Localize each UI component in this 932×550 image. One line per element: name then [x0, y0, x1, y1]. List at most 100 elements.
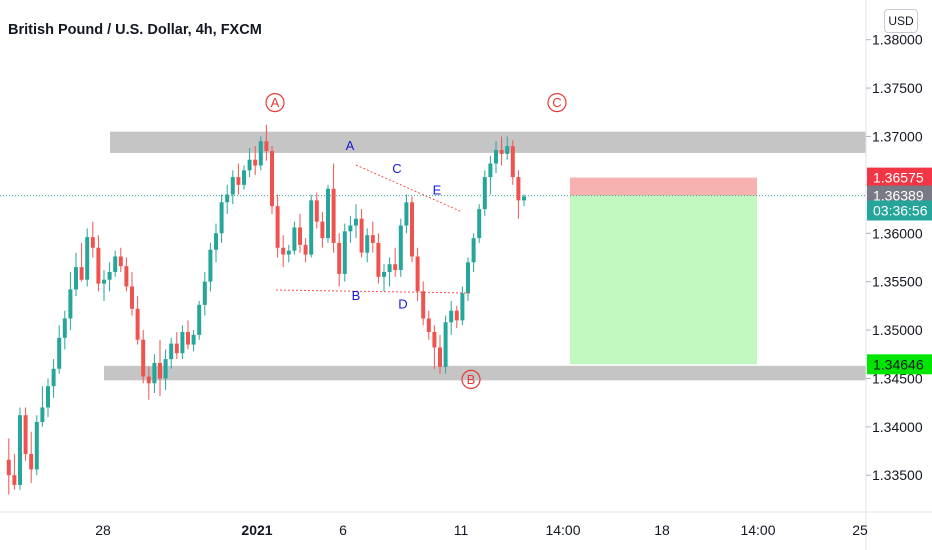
circled-label-ring-b — [461, 369, 481, 390]
candle-body — [309, 200, 314, 255]
candle-body — [482, 177, 487, 210]
candle-body — [471, 238, 476, 263]
candle-body — [477, 209, 482, 239]
price-tick-label: 1.34500 — [872, 370, 923, 386]
candle-body — [488, 163, 493, 178]
chart-title: British Pound / U.S. Dollar, 4h, FXCM — [8, 22, 262, 38]
time-tick-label: 25 — [852, 522, 868, 538]
candle-body — [6, 459, 11, 476]
candle-body — [365, 235, 370, 253]
candle-body — [421, 291, 426, 319]
candle-body — [454, 310, 459, 321]
zones-layer — [104, 131, 866, 381]
candle-body — [337, 242, 342, 274]
candle-body — [438, 347, 442, 367]
candle-body — [202, 281, 207, 305]
candle-body — [152, 362, 157, 384]
wave-label-d: D — [398, 297, 407, 312]
candle-body — [303, 244, 308, 255]
candle-body — [264, 141, 269, 151]
candle-body — [46, 386, 50, 408]
candle-body — [62, 318, 67, 338]
price-tick-label: 1.35500 — [872, 274, 923, 290]
candle-body — [359, 218, 364, 253]
price-tick-label: 1.38000 — [872, 32, 923, 48]
candle-body — [51, 368, 56, 387]
candle-body — [376, 242, 381, 277]
candle-body — [314, 200, 319, 222]
candle-body — [85, 237, 90, 280]
candle-body — [219, 202, 224, 234]
candle-body — [34, 421, 39, 470]
candle-body — [466, 262, 470, 294]
candles-layer — [6, 124, 526, 495]
candle-body — [393, 264, 398, 271]
position-layer — [0, 177, 866, 365]
candle-body — [113, 256, 118, 272]
candle-body — [90, 237, 95, 248]
candle-body — [298, 227, 302, 245]
price-tag-0-text: 1.36575 — [873, 170, 924, 186]
take-profit-zone — [570, 195, 757, 365]
candle-body — [225, 194, 230, 203]
candle-body — [18, 415, 22, 485]
candle-body — [505, 146, 510, 154]
candle-body — [23, 415, 28, 454]
price-tag-3-text: 1.34646 — [873, 356, 924, 372]
candle-body — [163, 359, 168, 379]
circled-label-ring-a — [265, 92, 285, 113]
wave-label-c: C — [392, 161, 401, 176]
candle-body — [426, 318, 431, 332]
time-tick-label: 6 — [339, 522, 347, 538]
candle-body — [107, 271, 112, 280]
candle-body — [96, 247, 101, 284]
wave-label-e: E — [433, 183, 442, 198]
candle-body — [432, 331, 437, 348]
candle-body — [141, 339, 146, 377]
time-tick-label: 14:00 — [545, 522, 580, 538]
candle-body — [522, 196, 526, 201]
candle-body — [174, 343, 179, 354]
circled-label-b: B — [467, 372, 476, 387]
candle-body — [499, 150, 504, 154]
candle-body — [270, 150, 274, 207]
candle-body — [124, 266, 129, 287]
candle-body — [510, 146, 515, 178]
candle-body — [281, 247, 286, 255]
candle-body — [415, 256, 420, 292]
candle-body — [214, 233, 218, 250]
price-tick-label: 1.34000 — [872, 419, 923, 435]
candle-body — [331, 188, 336, 243]
circled-label-c: C — [552, 95, 561, 110]
candle-body — [236, 177, 241, 185]
candle-body — [342, 231, 347, 274]
candle-body — [180, 331, 185, 354]
candle-body — [242, 170, 246, 185]
candle-body — [12, 475, 17, 485]
candle-body — [387, 264, 392, 272]
candle-body — [29, 453, 34, 470]
zone-resistance — [110, 131, 866, 153]
candle-body — [169, 343, 174, 360]
candle-body — [130, 286, 134, 309]
candle-body — [146, 376, 151, 384]
candle-body — [118, 256, 123, 267]
time-tick-label: 11 — [454, 522, 469, 538]
candle-body — [208, 249, 213, 282]
currency-button[interactable]: USD — [884, 9, 918, 33]
candle-body — [398, 225, 403, 271]
time-tick-label: 2021 — [241, 522, 272, 538]
candle-body — [40, 407, 45, 422]
candle-body — [348, 225, 353, 232]
candle-body — [258, 141, 263, 166]
candle-body — [292, 227, 297, 251]
candle-body — [68, 289, 73, 319]
price-tag-2-text: 03:36:56 — [873, 203, 928, 219]
candle-body — [57, 337, 62, 369]
candle-body — [516, 177, 521, 201]
time-tick-label: 28 — [95, 522, 111, 538]
wave-label-a: A — [346, 138, 355, 153]
price-tick-label: 1.37000 — [872, 128, 923, 144]
